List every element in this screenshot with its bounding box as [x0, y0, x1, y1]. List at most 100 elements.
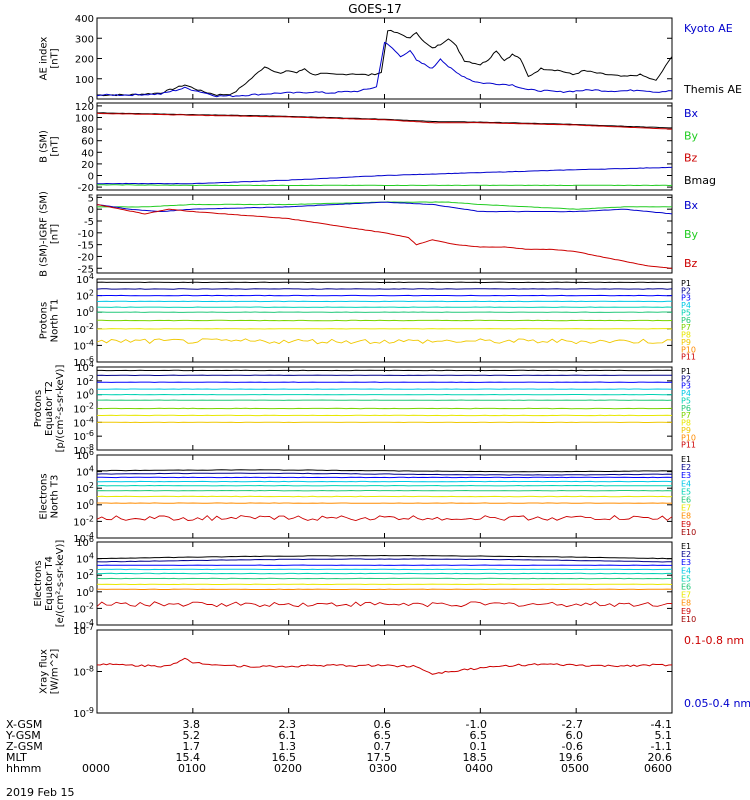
orbit-value: 1.3: [278, 740, 297, 753]
channel-line-e2: [96, 472, 673, 476]
orbit-row-zgsm: Z-GSM 1.7 1.3 0.7 0.1 -0.6 -1.1: [0, 740, 750, 753]
legend-channel: P11: [681, 441, 696, 450]
channel-line-e1: [96, 469, 672, 473]
legend-channel: P10: [681, 433, 696, 442]
y-tick-label: 60: [81, 137, 94, 148]
channel-line-p9: [96, 338, 673, 345]
orbit-label: X-GSM: [6, 718, 43, 731]
panel-frame-ae: [96, 17, 673, 100]
y-tick-label: 106: [76, 535, 94, 549]
orbit-value: 15.4: [175, 751, 201, 764]
legend-entry: Bx: [684, 199, 699, 212]
legend-channel: P5: [681, 396, 691, 405]
orbit-value: 20.6: [647, 751, 673, 764]
legend-entry: Bz: [684, 257, 698, 270]
orbit-value: 6.0: [565, 729, 584, 742]
legend-channel: P9: [681, 426, 691, 435]
orbit-value: -0.6: [561, 740, 583, 753]
legend-entry: 0.1-0.8 nm: [684, 634, 744, 647]
orbit-value: -1.1: [650, 740, 672, 753]
y-axis-label: Protons: [33, 390, 44, 427]
legend-channel: E1: [681, 455, 691, 464]
y-tick-label: 10-9: [73, 706, 94, 720]
legend-channel: E5: [681, 487, 691, 496]
y-tick-label: 104: [76, 552, 94, 566]
y-tick-label: 102: [76, 481, 94, 495]
y-tick-label: 102: [76, 289, 94, 303]
legend-channel: E7: [681, 591, 691, 600]
channel-line-e9: [96, 601, 673, 608]
y-tick-label: 10-2: [73, 402, 94, 416]
legend-channel: E6: [681, 583, 691, 592]
y-tick-label: 10-2: [73, 514, 94, 528]
legend-channel: E7: [681, 504, 691, 513]
orbit-value: 16.5: [271, 751, 297, 764]
series-line-kyoto-ae: [96, 41, 673, 98]
y-axis-label: [nT]: [50, 136, 61, 156]
legend-channel: E2: [681, 463, 691, 472]
y-tick-label: 102: [76, 374, 94, 388]
y-tick-label: 10-4: [73, 531, 94, 545]
orbit-label: hhmm: [6, 762, 42, 775]
y-tick-label: 20: [81, 160, 94, 171]
y-tick-label: 10-4: [73, 415, 94, 429]
y-axis-label: North T1: [50, 299, 61, 343]
orbit-label: Y-GSM: [6, 729, 41, 742]
y-axis-label: Protons: [39, 302, 50, 339]
orbit-value: -4.1: [650, 718, 672, 731]
orbit-value: 19.6: [558, 751, 584, 764]
legend-channel: E10: [681, 528, 696, 537]
y-axis-label: North T3: [50, 475, 61, 519]
orbit-value: 18.5: [462, 751, 488, 764]
legend-channel: P1: [681, 367, 691, 376]
y-axis-label: AE index: [39, 37, 50, 81]
legend-channel: P6: [681, 404, 691, 413]
legend-entry: 0.05-0.4 nm: [684, 697, 750, 710]
legend-channel: P9: [681, 338, 691, 347]
legend-channel: P11: [681, 353, 696, 362]
legend-entry: By: [684, 129, 699, 142]
legend-channel: E9: [681, 607, 691, 616]
legend-channel: P5: [681, 308, 691, 317]
legend-channel: P8: [681, 419, 691, 428]
legend-channel: P8: [681, 331, 691, 340]
legend-channel: P3: [681, 294, 691, 303]
y-tick-label: 100: [76, 585, 94, 599]
panel-frame-xray: [96, 629, 673, 714]
legend-channel: E8: [681, 512, 691, 521]
y-tick-label: 10-7: [73, 623, 94, 637]
legend-channel: E9: [681, 520, 691, 529]
y-axis-label: [nT]: [50, 224, 61, 244]
y-tick-label: -15: [78, 241, 94, 252]
panel-frame-e-equator: [96, 541, 673, 626]
y-tick-label: 100: [75, 75, 94, 86]
y-axis-label: B (SM)-IGRF (SM): [39, 191, 50, 277]
series-line-themis-ae: [96, 29, 673, 97]
y-tick-label: 106: [76, 448, 94, 462]
y-tick-label: -25: [78, 264, 94, 275]
y-tick-label: 10-2: [73, 322, 94, 336]
y-tick-label: 10-2: [73, 601, 94, 615]
legend-channel: P7: [681, 411, 691, 420]
y-tick-label: 100: [76, 498, 94, 512]
orbit-ephemeris-table: X-GSM 3.8 2.3 0.6 -1.0 -2.7 -4.1 Y-GSM 5…: [0, 718, 750, 800]
y-axis-label: [nT]: [50, 48, 61, 68]
orbit-value: 0400: [465, 762, 493, 775]
y-tick-label: 0: [88, 205, 94, 216]
legend-channel: E4: [681, 479, 691, 488]
legend-channel: P1: [681, 279, 691, 288]
channel-line-e2: [96, 558, 673, 563]
y-tick-label: 10-6: [73, 355, 94, 369]
y-tick-label: 10-4: [73, 618, 94, 632]
y-axis-label: [e/(cm²-s-sr-keV)]: [55, 540, 66, 628]
orbit-value: 0600: [644, 762, 672, 775]
panel-frame-bsm: [96, 102, 673, 191]
y-tick-label: 0: [88, 95, 94, 106]
legend-channel: P6: [681, 316, 691, 325]
legend-channel: E2: [681, 550, 691, 559]
legend-channel: E3: [681, 558, 691, 567]
y-tick-label: 100: [75, 114, 94, 125]
legend-channel: P2: [681, 286, 691, 295]
series-line-0-1-0-8-nm: [96, 657, 673, 675]
